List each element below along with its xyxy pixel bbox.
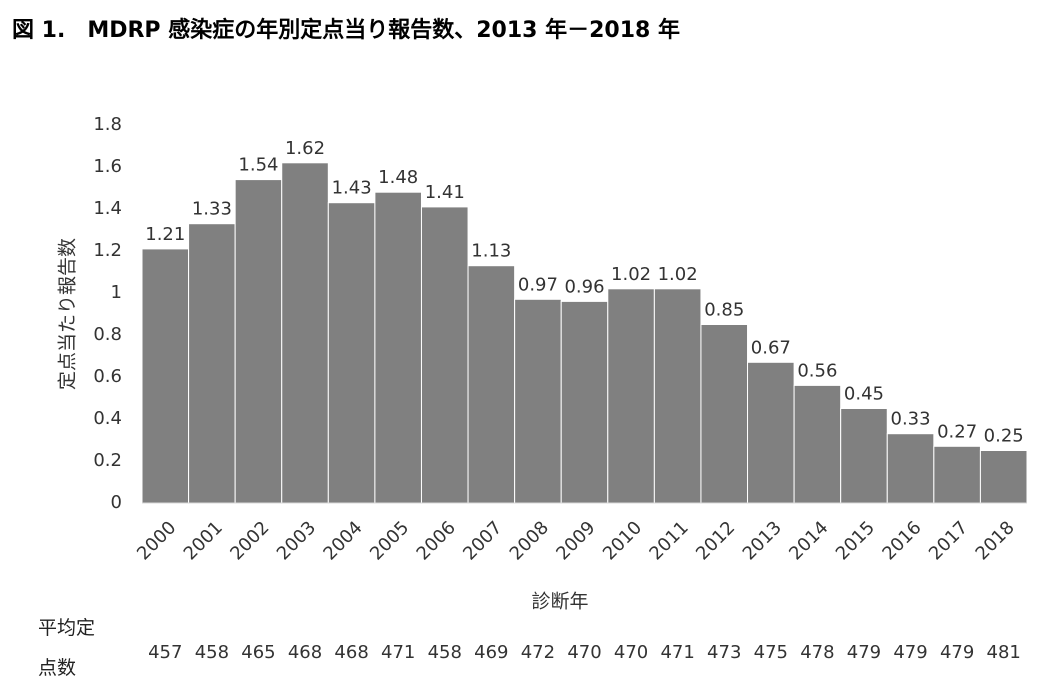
y-tick-label: 1.4 [93, 198, 122, 219]
y-tick-label: 1 [111, 282, 122, 303]
bar [840, 408, 888, 504]
data-label: 1.62 [285, 138, 325, 159]
table-value: 472 [521, 642, 555, 663]
data-label: 1.21 [145, 224, 185, 245]
bar [374, 191, 422, 504]
y-tick-label: 0.4 [93, 408, 122, 429]
bar [327, 202, 376, 504]
y-tick-label: 1.6 [93, 156, 122, 177]
data-label: 0.96 [564, 276, 604, 297]
data-label: 0.85 [704, 300, 744, 321]
bar [420, 206, 469, 504]
y-tick-label: 0.2 [93, 450, 122, 471]
table-value: 479 [847, 642, 881, 663]
table-value: 465 [241, 642, 275, 663]
x-tick-label: 2002 [226, 517, 273, 564]
table-value: 468 [334, 642, 368, 663]
data-label: 0.25 [984, 426, 1024, 447]
x-tick-label: 2009 [552, 517, 599, 564]
bar [933, 445, 981, 504]
x-tick-label: 2016 [878, 517, 925, 564]
bar [467, 265, 516, 504]
data-label: 1.02 [658, 264, 698, 285]
bar [514, 298, 562, 504]
x-tick-label: 2015 [832, 517, 879, 564]
data-label: 0.67 [751, 337, 791, 358]
bar [793, 384, 842, 504]
table-value: 470 [567, 642, 601, 663]
table-value: 471 [381, 642, 415, 663]
y-tick-label: 1.2 [93, 240, 122, 261]
data-label: 1.43 [332, 178, 372, 199]
bar [979, 450, 1028, 504]
table-value: 469 [474, 642, 508, 663]
data-label: 0.97 [518, 274, 558, 295]
bar [747, 361, 795, 504]
data-label: 1.02 [611, 264, 651, 285]
bar [188, 223, 236, 504]
x-tick-label: 2004 [319, 517, 366, 564]
table-value: 471 [660, 642, 694, 663]
data-label: 0.56 [797, 360, 837, 381]
table-value: 478 [800, 642, 834, 663]
bar [234, 179, 283, 504]
table-value: 458 [428, 642, 462, 663]
bar [607, 288, 655, 504]
data-label: 1.13 [471, 241, 511, 262]
x-axis-label: 診断年 [531, 591, 588, 613]
table-value: 458 [195, 642, 229, 663]
table-value: 475 [754, 642, 788, 663]
x-tick-label: 2018 [972, 517, 1019, 564]
chart-title: 図 1. MDRP 感染症の年別定点当り報告数、2013 年－2018 年 [12, 18, 680, 43]
x-tick-label: 2017 [925, 517, 972, 564]
table-value: 481 [987, 642, 1021, 663]
data-label: 1.33 [192, 199, 232, 220]
y-tick-label: 1.8 [93, 114, 122, 135]
x-tick-label: 2000 [133, 517, 180, 564]
x-tick-label: 2005 [366, 517, 413, 564]
x-tick-label: 2003 [273, 517, 320, 564]
x-tick-label: 2012 [692, 517, 739, 564]
y-tick-label: 0.8 [93, 324, 122, 345]
x-tick-label: 2011 [645, 517, 692, 564]
y-tick-label: 0.6 [93, 366, 122, 387]
table-value: 468 [288, 642, 322, 663]
x-tick-label: 2008 [506, 517, 553, 564]
data-label: 0.27 [937, 421, 977, 442]
table-value: 457 [148, 642, 182, 663]
x-tick-label: 2013 [739, 517, 786, 564]
x-tick-label: 2001 [180, 517, 227, 564]
x-tick-label: 2010 [599, 517, 646, 564]
bar [560, 300, 609, 504]
table-value: 479 [940, 642, 974, 663]
table-row-label: 平均定点数 [38, 617, 96, 679]
x-tick-label: 2006 [413, 517, 460, 564]
bar [700, 324, 749, 504]
bar [141, 248, 190, 504]
data-label: 1.41 [425, 182, 465, 203]
table-value: 470 [614, 642, 648, 663]
table-value: 473 [707, 642, 741, 663]
table-value: 479 [893, 642, 927, 663]
data-label: 0.45 [844, 384, 884, 405]
y-axis-label: 定点当たり報告数 [57, 238, 79, 390]
bar [281, 162, 329, 504]
data-label: 1.54 [238, 155, 278, 176]
bar [886, 433, 935, 504]
bar [653, 288, 702, 504]
data-label: 0.33 [891, 409, 931, 430]
y-tick-label: 0 [111, 492, 122, 513]
x-tick-label: 2007 [459, 517, 506, 564]
x-tick-label: 2014 [785, 517, 832, 564]
data-label: 1.48 [378, 167, 418, 188]
